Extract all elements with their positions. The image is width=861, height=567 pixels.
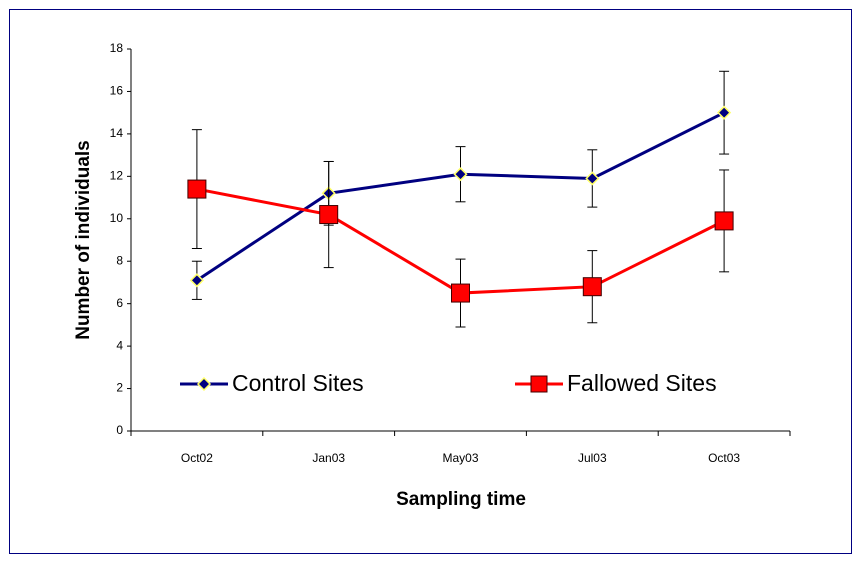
y-tick-label: 0 [116, 423, 123, 437]
y-tick-label: 16 [110, 84, 124, 98]
legend-label: Fallowed Sites [567, 370, 717, 396]
x-tick-label: Oct03 [708, 451, 740, 465]
x-tick-label: Oct02 [181, 451, 213, 465]
data-point [319, 205, 339, 225]
data-point [189, 273, 204, 288]
data-point [451, 283, 470, 303]
y-tick-label: 12 [110, 169, 124, 183]
data-point [187, 179, 207, 199]
data-point [714, 211, 734, 231]
x-tick-label: Jul03 [578, 451, 607, 465]
y-tick-label: 8 [116, 253, 123, 267]
legend-label: Control Sites [232, 370, 364, 396]
chart-border [9, 9, 852, 554]
data-point [585, 171, 600, 186]
x-tick-label: May03 [442, 451, 478, 465]
y-tick-label: 4 [116, 338, 123, 352]
data-point [453, 167, 468, 182]
data-point [582, 277, 602, 297]
y-tick-label: 2 [116, 381, 123, 395]
y-tick-label: 14 [110, 126, 124, 140]
y-tick-label: 6 [116, 296, 123, 310]
x-axis-title: Sampling time [396, 489, 526, 510]
y-tick-label: 10 [110, 211, 124, 225]
data-point [717, 105, 732, 120]
x-tick-label: Jan03 [312, 451, 345, 465]
legend-marker [196, 376, 212, 392]
y-tick-label: 18 [110, 41, 124, 55]
y-axis-title: Number of individuals [73, 140, 94, 340]
legend-marker [530, 375, 548, 393]
